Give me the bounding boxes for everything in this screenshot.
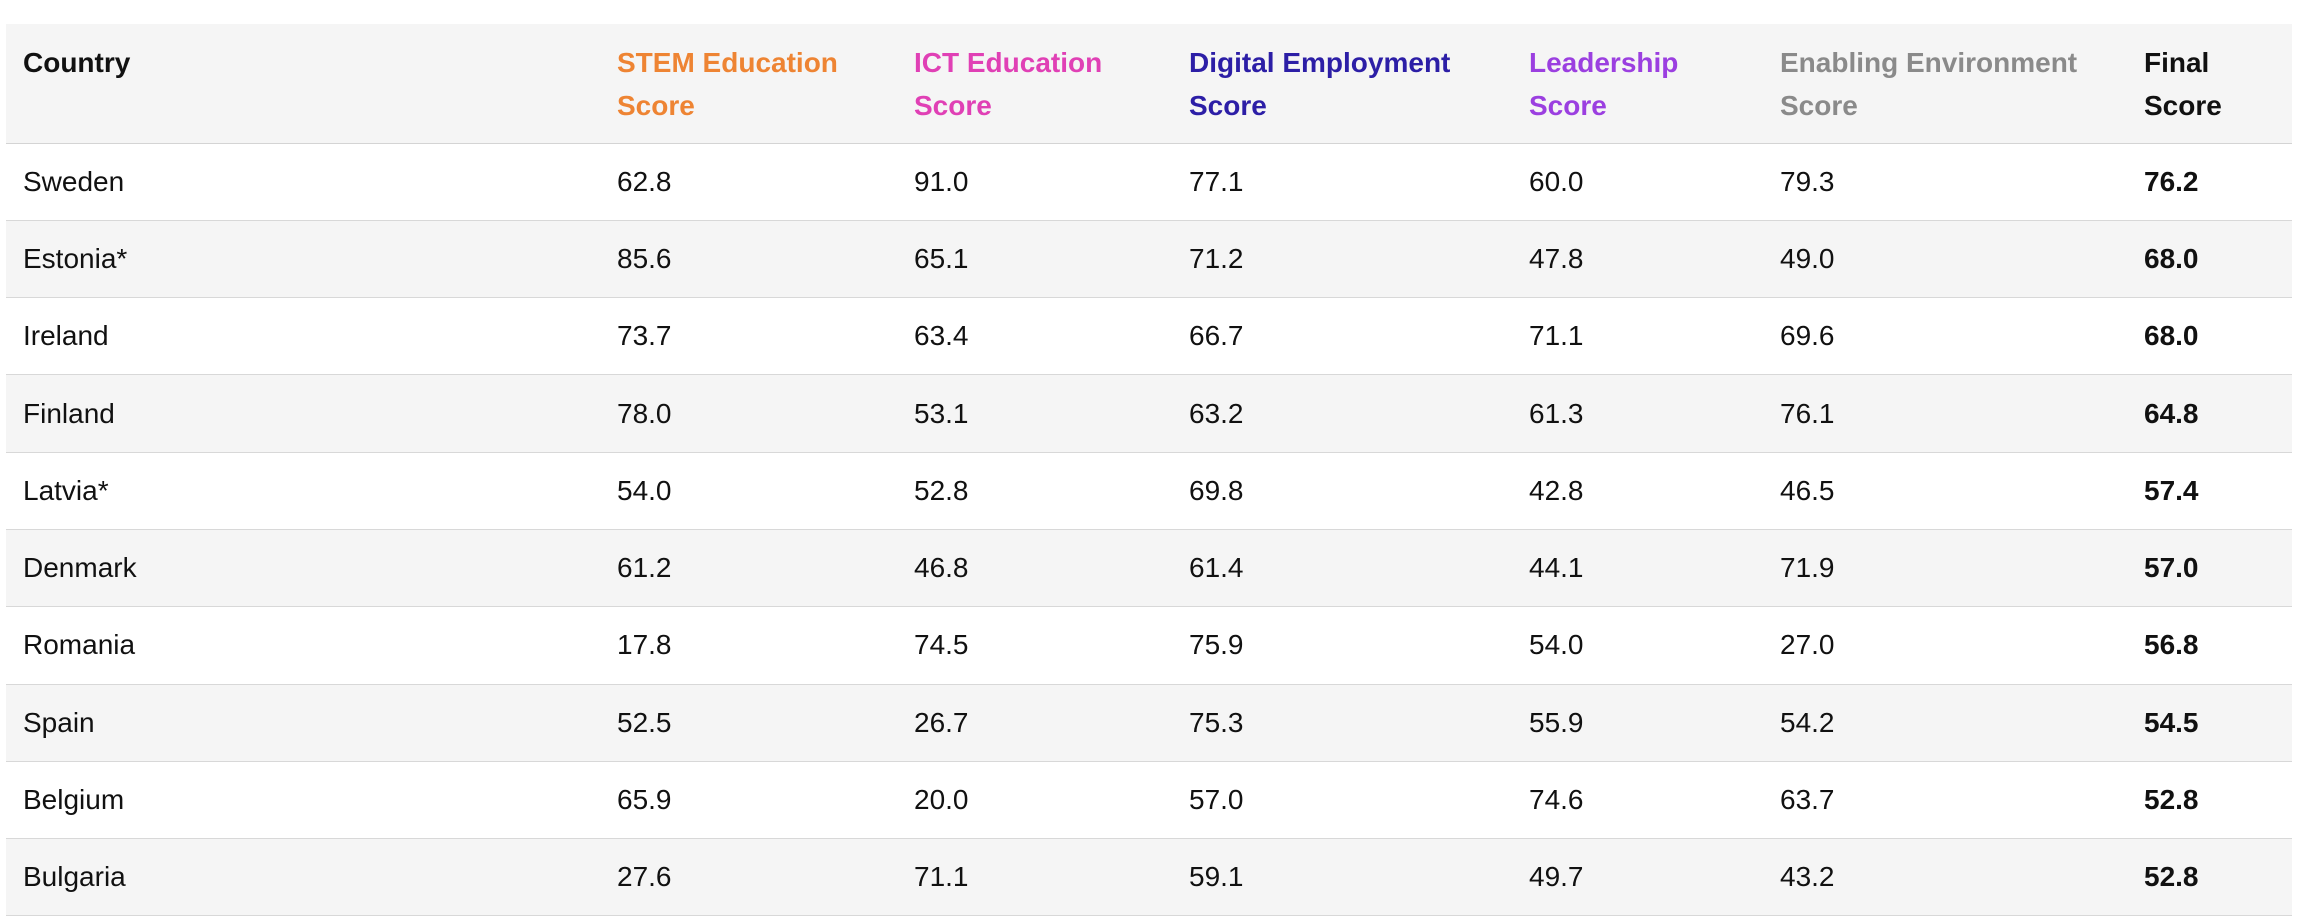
cell-ict-education: 74.5: [914, 629, 969, 661]
cell-final-score: 68.0: [2144, 320, 2199, 352]
cell-digital-employment: 61.4: [1189, 552, 1244, 584]
cell-leadership: 71.1: [1529, 320, 1584, 352]
cell-stem-education: 17.8: [617, 629, 672, 661]
cell-final-score: 57.4: [2144, 474, 2199, 506]
header-row: Country STEM Education Score ICT Education…: [6, 24, 2292, 144]
cell-leadership: 61.3: [1529, 397, 1584, 429]
table-row: Spain 52.5 26.7 75.3 55.9 54.2 54.5: [6, 684, 2292, 762]
cell-ict-education: 65.1: [914, 242, 969, 274]
cell-country: Bulgaria: [23, 861, 126, 893]
cell-ict-education: 71.1: [914, 861, 969, 893]
cell-country: Romania: [23, 629, 136, 661]
cell-enabling-environment: 69.6: [1780, 320, 1835, 352]
cell-digital-employment: 77.1: [1189, 165, 1244, 197]
cell-stem-education: 85.6: [617, 242, 672, 274]
column-header-ict-education: ICT Education Score: [897, 24, 1172, 144]
cell-country: Spain: [23, 706, 95, 738]
cell-leadership: 44.1: [1529, 552, 1584, 584]
table-row: Romania 17.8 74.5 75.9 54.0 27.0 56.8: [6, 606, 2292, 685]
cell-country: Latvia*: [23, 474, 109, 506]
cell-stem-education: 52.5: [617, 706, 672, 738]
cell-ict-education: 91.0: [914, 165, 969, 197]
cell-stem-education: 54.0: [617, 474, 672, 506]
cell-ict-education: 63.4: [914, 320, 969, 352]
cell-country: Belgium: [23, 784, 125, 816]
cell-ict-education: 53.1: [914, 397, 969, 429]
table-row: Finland 78.0 53.1 63.2 61.3 76.1 64.8: [6, 374, 2292, 453]
table-header: Country STEM Education Score ICT Education…: [6, 24, 2292, 144]
cell-leadership: 49.7: [1529, 861, 1584, 893]
cell-ict-education: 26.7: [914, 706, 969, 738]
cell-stem-education: 27.6: [617, 861, 672, 893]
column-header-stem-education: STEM Education Score: [600, 24, 897, 144]
cell-stem-education: 73.7: [617, 320, 672, 352]
cell-final-score: 52.8: [2144, 784, 2199, 816]
cell-digital-employment: 75.9: [1189, 629, 1244, 661]
column-header-final-score: Final Score: [2127, 24, 2292, 144]
cell-enabling-environment: 71.9: [1780, 552, 1835, 584]
cell-final-score: 68.0: [2144, 242, 2199, 274]
table-row: Sweden 62.8 91.0 77.1 60.0 79.3 76.2: [6, 143, 2292, 221]
cell-enabling-environment: 49.0: [1780, 242, 1835, 274]
cell-leadership: 55.9: [1529, 706, 1584, 738]
score-table-container: Country STEM Education Score ICT Education…: [6, 24, 2292, 916]
cell-digital-employment: 63.2: [1189, 397, 1244, 429]
cell-stem-education: 61.2: [617, 552, 672, 584]
cell-ict-education: 20.0: [914, 784, 969, 816]
cell-leadership: 47.8: [1529, 242, 1584, 274]
table-row: Ireland 73.7 63.4 66.7 71.1 69.6 68.0: [6, 297, 2292, 375]
cell-leadership: 60.0: [1529, 165, 1584, 197]
cell-digital-employment: 57.0: [1189, 784, 1244, 816]
table-row: Bulgaria 27.6 71.1 59.1 49.7 43.2 52.8: [6, 838, 2292, 916]
cell-country: Sweden: [23, 165, 125, 197]
cell-final-score: 56.8: [2144, 629, 2199, 661]
cell-leadership: 42.8: [1529, 474, 1584, 506]
cell-ict-education: 52.8: [914, 474, 969, 506]
column-header-enabling-environment: Enabling Environment Score: [1763, 24, 2127, 144]
cell-final-score: 54.5: [2144, 706, 2199, 738]
column-header-digital-employment: Digital Employment Score: [1172, 24, 1512, 144]
cell-enabling-environment: 43.2: [1780, 861, 1835, 893]
cell-leadership: 74.6: [1529, 784, 1584, 816]
cell-stem-education: 65.9: [617, 784, 672, 816]
cell-country: Denmark: [23, 552, 137, 584]
cell-enabling-environment: 54.2: [1780, 706, 1835, 738]
table-body: Sweden 62.8 91.0 77.1 60.0 79.3 76.2 Estonia* 85…: [6, 143, 2292, 916]
table-row: Denmark 61.2 46.8 61.4 44.1 71.9 57.0: [6, 529, 2292, 607]
cell-digital-employment: 75.3: [1189, 706, 1244, 738]
column-header-country: Country: [6, 24, 600, 144]
cell-enabling-environment: 76.1: [1780, 397, 1835, 429]
cell-enabling-environment: 27.0: [1780, 629, 1835, 661]
table-row: Estonia* 85.6 65.1 71.2 47.8 49.0 68.0: [6, 220, 2292, 298]
cell-enabling-environment: 46.5: [1780, 474, 1835, 506]
cell-final-score: 76.2: [2144, 165, 2199, 197]
cell-digital-employment: 71.2: [1189, 242, 1244, 274]
cell-digital-employment: 66.7: [1189, 320, 1244, 352]
country-score-table: Country STEM Education Score ICT Education…: [6, 24, 2292, 916]
cell-ict-education: 46.8: [914, 552, 969, 584]
cell-enabling-environment: 63.7: [1780, 784, 1835, 816]
cell-enabling-environment: 79.3: [1780, 165, 1835, 197]
table-row: Belgium 65.9 20.0 57.0 74.6 63.7 52.8: [6, 761, 2292, 839]
cell-final-score: 52.8: [2144, 861, 2199, 893]
cell-country: Estonia*: [23, 242, 128, 274]
cell-country: Finland: [23, 397, 115, 429]
table-row: Latvia* 54.0 52.8 69.8 42.8 46.5 57.4: [6, 452, 2292, 530]
cell-final-score: 57.0: [2144, 552, 2199, 584]
cell-digital-employment: 59.1: [1189, 861, 1244, 893]
cell-final-score: 64.8: [2144, 397, 2199, 429]
cell-leadership: 54.0: [1529, 629, 1584, 661]
cell-stem-education: 62.8: [617, 165, 672, 197]
cell-stem-education: 78.0: [617, 397, 672, 429]
cell-digital-employment: 69.8: [1189, 474, 1244, 506]
column-header-leadership: Leadership Score: [1512, 24, 1763, 144]
cell-country: Ireland: [23, 320, 109, 352]
